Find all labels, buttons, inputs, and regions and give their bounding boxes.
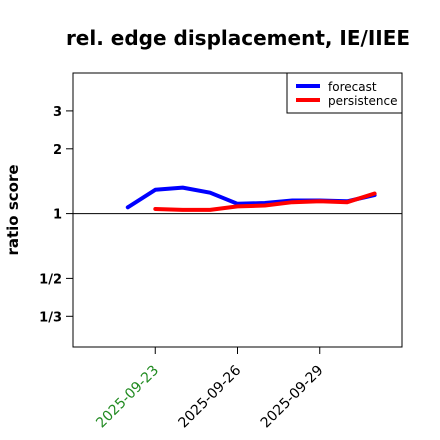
series-layer [125,185,377,212]
series-line-persistence [153,191,377,212]
legend-box [286,72,403,114]
x-tick-label: 2025-09-29 [258,363,327,432]
y-tick-label: 1 [53,208,62,223]
y-tick-label: 3 [53,105,62,120]
legend-label-forecast: forecast [328,80,377,94]
y-tick-label: 2 [53,143,62,158]
x-tick-label: 2025-09-23 [93,363,162,432]
legend-label-persistence: persistence [328,94,397,108]
y-axis-label: ratio score [4,164,22,255]
x-tick-label: 2025-09-26 [175,362,244,431]
chart-title: rel. edge displacement, IE/IIEE [66,26,410,50]
x-axis: 2025-09-23 2025-09-26 2025-09-29 [93,347,327,432]
y-tick-label: 1/2 [39,272,62,287]
legend: forecast persistence [286,72,403,114]
y-axis: 1/3 1/2 1 2 3 [39,105,73,325]
y-tick-label: 1/3 [39,310,62,325]
plot-area-frame [72,72,403,348]
